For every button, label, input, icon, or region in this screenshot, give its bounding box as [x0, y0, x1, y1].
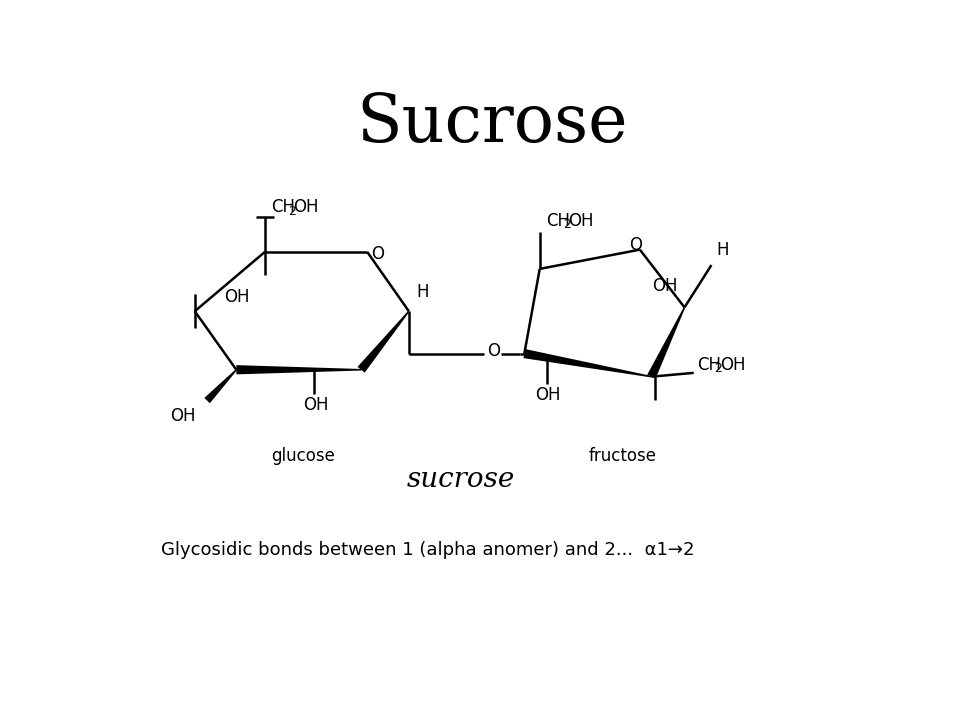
- Text: sucrose: sucrose: [407, 466, 516, 492]
- Text: OH: OH: [303, 396, 328, 414]
- Text: OH: OH: [225, 289, 250, 307]
- Text: OH: OH: [535, 386, 561, 404]
- Text: CH: CH: [698, 356, 722, 374]
- Text: 2: 2: [563, 218, 570, 232]
- Text: OH: OH: [294, 198, 319, 216]
- Text: CH: CH: [546, 212, 570, 230]
- Text: OH: OH: [720, 356, 745, 374]
- Text: fructose: fructose: [588, 447, 657, 465]
- Polygon shape: [523, 349, 652, 377]
- Text: 2: 2: [714, 362, 723, 376]
- Text: OH: OH: [568, 212, 593, 230]
- Text: O: O: [372, 246, 384, 264]
- Polygon shape: [647, 307, 685, 379]
- Text: 2: 2: [288, 204, 296, 217]
- Polygon shape: [357, 311, 409, 373]
- Text: Glycosidic bonds between 1 (alpha anomer) and 2...  α1→2: Glycosidic bonds between 1 (alpha anomer…: [161, 541, 694, 559]
- Text: H: H: [717, 240, 730, 258]
- Text: OH: OH: [170, 407, 195, 425]
- Text: O: O: [630, 236, 642, 254]
- Polygon shape: [204, 369, 237, 403]
- Text: glucose: glucose: [272, 447, 335, 465]
- Polygon shape: [236, 365, 361, 374]
- Text: CH: CH: [271, 198, 295, 216]
- Text: OH: OH: [653, 276, 678, 294]
- Text: H: H: [417, 283, 429, 301]
- Text: O: O: [487, 341, 500, 359]
- Text: Sucrose: Sucrose: [356, 91, 628, 156]
